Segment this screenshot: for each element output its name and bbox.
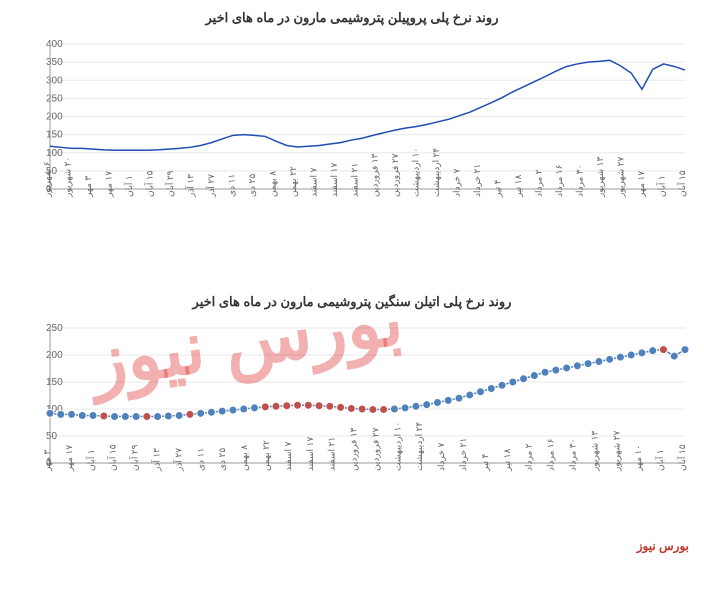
svg-text:۳۰ مرداد: ۳۰ مرداد — [575, 165, 586, 197]
svg-text:۱۰ اردیبهشت: ۱۰ اردیبهشت — [392, 422, 403, 471]
chart-1-area: 050100150200250300350400۶ شهریور۲۰ شهریو… — [10, 34, 694, 274]
svg-text:۱۳ آذر: ۱۳ آذر — [150, 448, 162, 472]
svg-text:۱۳ شهریور: ۱۳ شهریور — [589, 431, 600, 472]
svg-text:۱۰ مهر: ۱۰ مهر — [633, 445, 644, 472]
svg-text:۲۷ آذر: ۲۷ آذر — [172, 448, 184, 472]
svg-text:۱۷ مهر: ۱۷ مهر — [64, 445, 75, 472]
svg-text:۱۶ مرداد: ۱۶ مرداد — [554, 164, 565, 197]
svg-text:۱۱ دی: ۱۱ دی — [195, 448, 205, 471]
svg-text:۲۷ فروردین: ۲۷ فروردین — [390, 153, 401, 197]
chart-1-title: روند نرخ پلی پروپیلن پتروشیمی مارون در م… — [10, 10, 694, 26]
svg-text:۲۹ آبان: ۲۹ آبان — [129, 444, 140, 471]
svg-text:۲۱ اسفند: ۲۱ اسفند — [349, 163, 359, 197]
svg-text:۲۹ آبان: ۲۹ آبان — [164, 170, 175, 197]
svg-text:۲۷ شهریور: ۲۷ شهریور — [616, 157, 627, 198]
chart-2-area: بورس نیوز 050100150200250۳ مهر۱۷ مهر۱ آب… — [10, 318, 694, 548]
svg-text:100: 100 — [46, 148, 63, 159]
svg-text:۳ مهر: ۳ مهر — [42, 450, 53, 472]
chart-2-title: روند نرخ پلی اتیلن سنگین پتروشیمی مارون … — [10, 294, 694, 310]
svg-text:۸ بهمن: ۸ بهمن — [239, 445, 250, 471]
svg-text:۱۳ فروردین: ۱۳ فروردین — [349, 427, 360, 471]
svg-text:150: 150 — [46, 377, 63, 388]
svg-text:۱۷ مهر: ۱۷ مهر — [636, 171, 647, 198]
svg-text:۱۵ آبان: ۱۵ آبان — [676, 170, 687, 197]
svg-text:۱۷ اسفند: ۱۷ اسفند — [329, 163, 339, 197]
svg-text:200: 200 — [46, 112, 63, 123]
svg-text:۷ اسفند: ۷ اسفند — [283, 441, 293, 471]
svg-text:۲ مرداد: ۲ مرداد — [534, 169, 545, 197]
svg-text:۴ تیر: ۴ تیر — [480, 453, 491, 472]
svg-text:۲۵ دی: ۲۵ دی — [217, 448, 227, 471]
svg-text:۱۸ تیر: ۱۸ تیر — [513, 174, 524, 198]
svg-text:350: 350 — [46, 57, 63, 68]
chart-2-svg: 050100150200250۳ مهر۱۷ مهر۱ آبان۱۵ آبان۲… — [10, 318, 694, 548]
svg-text:۱۷ اسفند: ۱۷ اسفند — [305, 437, 315, 471]
svg-text:۷ خرداد: ۷ خرداد — [436, 442, 447, 471]
svg-text:۲۲ بهمن: ۲۲ بهمن — [261, 440, 272, 471]
svg-text:۲۲ بهمن: ۲۲ بهمن — [288, 166, 299, 197]
svg-text:۱ آبان: ۱ آبان — [654, 449, 665, 471]
svg-text:۱ آبان: ۱ آبان — [656, 175, 667, 197]
svg-text:۱۵ آبان: ۱۵ آبان — [107, 444, 118, 471]
svg-text:300: 300 — [46, 75, 63, 86]
svg-text:250: 250 — [46, 93, 63, 104]
chart-2-container: روند نرخ پلی اتیلن سنگین پتروشیمی مارون … — [10, 294, 694, 548]
svg-text:۱۳ فروردین: ۱۳ فروردین — [370, 153, 381, 197]
svg-text:۲۴ اردیبهشت: ۲۴ اردیبهشت — [431, 148, 442, 197]
svg-text:۷ خرداد: ۷ خرداد — [452, 168, 463, 197]
svg-text:۲۵ دی: ۲۵ دی — [247, 174, 257, 197]
svg-text:۱۵ آبان: ۱۵ آبان — [143, 170, 154, 197]
svg-text:۱ آبان: ۱ آبان — [123, 175, 134, 197]
svg-text:۲ مرداد: ۲ مرداد — [524, 443, 535, 471]
svg-text:۲۴ اردیبهشت: ۲۴ اردیبهشت — [414, 422, 425, 471]
svg-text:۲۱ خرداد: ۲۱ خرداد — [458, 438, 469, 471]
svg-text:۱۶ مرداد: ۱۶ مرداد — [546, 438, 557, 471]
svg-text:۱۵ آبان: ۱۵ آبان — [676, 444, 687, 471]
svg-text:۲۱ خرداد: ۲۱ خرداد — [472, 164, 483, 197]
svg-text:400: 400 — [46, 39, 63, 50]
svg-text:50: 50 — [46, 431, 58, 442]
svg-text:۱۳ شهریور: ۱۳ شهریور — [595, 157, 606, 198]
svg-text:۱۷ مهر: ۱۷ مهر — [103, 171, 114, 198]
svg-text:۸ بهمن: ۸ بهمن — [267, 171, 278, 197]
chart-1-svg: 050100150200250300350400۶ شهریور۲۰ شهریو… — [10, 34, 694, 274]
svg-text:۳ مهر: ۳ مهر — [83, 176, 94, 198]
svg-text:۲۷ آذر: ۲۷ آذر — [205, 174, 217, 198]
svg-text:۲۰ شهریور: ۲۰ شهریور — [62, 157, 73, 198]
svg-text:۲۷ فروردین: ۲۷ فروردین — [370, 427, 381, 471]
svg-text:۲۷ شهریور: ۲۷ شهریور — [611, 431, 622, 472]
svg-text:۳۰ مرداد: ۳۰ مرداد — [568, 439, 579, 471]
svg-text:۱۳ آذر: ۱۳ آذر — [184, 174, 196, 198]
svg-text:۱۱ دی: ۱۱ دی — [226, 174, 236, 197]
svg-text:۴ تیر: ۴ تیر — [493, 179, 504, 198]
footer-brand: بورس نیوز — [637, 539, 689, 553]
chart-1-container: روند نرخ پلی پروپیلن پتروشیمی مارون در م… — [10, 10, 694, 274]
svg-text:۲۱ اسفند: ۲۱ اسفند — [327, 437, 337, 471]
svg-text:۱۸ تیر: ۱۸ تیر — [502, 448, 513, 472]
svg-text:150: 150 — [46, 130, 63, 141]
svg-text:250: 250 — [46, 323, 63, 334]
svg-text:۱ آبان: ۱ آبان — [85, 449, 96, 471]
svg-text:200: 200 — [46, 350, 63, 361]
svg-text:۷ اسفند: ۷ اسفند — [308, 167, 318, 197]
svg-text:۱۰ اردیبهشت: ۱۰ اردیبهشت — [411, 148, 422, 197]
svg-text:۶ شهریور: ۶ شهریور — [42, 161, 53, 198]
